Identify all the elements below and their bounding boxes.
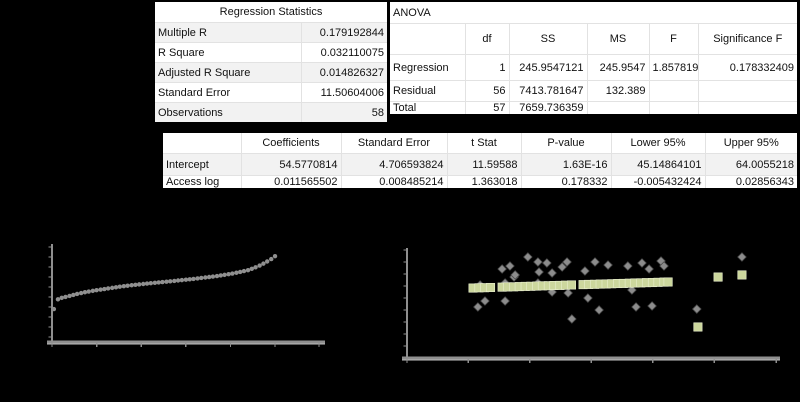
value-cell [587, 101, 650, 114]
row-label: Access log [163, 175, 242, 188]
table-row: Intercept 54.5770814 4.706593824 11.59588 1.… [163, 153, 797, 176]
column-header: Lower 95% [611, 133, 706, 154]
column-header: MS [587, 23, 650, 55]
table-row: Multiple R 0.179192844 [155, 22, 387, 43]
value-cell: 245.9547121 [509, 54, 588, 81]
anova-table: ANOVA df SS MS F Significance F Regression 1 245… [390, 2, 798, 115]
column-header: F [649, 23, 699, 55]
column-header: P-value [521, 133, 612, 154]
table-row: Regression 1 245.9547121 245.9547 1.857819 0.… [390, 54, 798, 81]
column-header: Significance F [698, 23, 798, 55]
value-cell: 1 [465, 54, 510, 81]
value-cell: 11.50604006 [301, 82, 387, 103]
value-cell: 0.008485214 [341, 175, 448, 188]
value-cell: 0.02856343 [735, 176, 794, 188]
column-header: Standard Error [341, 133, 448, 154]
table-header-row: Coefficients Standard Error t Stat P-value L… [163, 133, 797, 154]
value-cell [649, 101, 699, 114]
column-header: df [465, 23, 510, 55]
row-label: Observations [155, 102, 302, 122]
column-header [390, 23, 466, 55]
table-row: R Square 0.032110075 [155, 42, 387, 63]
value-cell: 58 [301, 102, 387, 122]
value-cell: 0.178332 [521, 175, 612, 188]
value-cell: 7659.736359 [509, 101, 588, 114]
table-row: Total 57 7659.736359 [390, 101, 797, 115]
table-title: ANOVA [390, 2, 798, 24]
value-cell: 45.14864101 [611, 153, 706, 176]
table-title-row: Regression Statistics [155, 2, 387, 23]
table-title-row: ANOVA [390, 2, 798, 24]
row-label: R Square [155, 42, 302, 63]
table-row: Residual 56 7413.781647 132.389 [390, 80, 798, 102]
series-series [51, 253, 278, 312]
row-label: Standard Error [155, 82, 302, 103]
value-cell: 0.178332409 [698, 54, 798, 81]
column-header: t Stat [447, 133, 522, 154]
line-fit-chart [402, 248, 780, 363]
axes [47, 244, 325, 347]
table-row: Adjusted R Square 0.014826327 [155, 62, 387, 83]
value-cell: 64.0055218 [705, 153, 797, 176]
row-label: Multiple R [155, 22, 302, 43]
normal-probability-chart [47, 244, 325, 347]
row-label: Adjusted R Square [155, 62, 302, 83]
row-label: Residual [390, 80, 466, 102]
value-cell: 0.014826327 [301, 62, 387, 83]
table-row: Observations 58 [155, 102, 387, 122]
series-predicted [468, 270, 747, 332]
value-cell: 57 [465, 101, 510, 114]
value-cell: 7413.781647 [509, 80, 588, 102]
value-cell: 0.011565502 [241, 175, 342, 188]
value-cell [698, 80, 798, 102]
value-cell: 54.5770814 [241, 153, 342, 176]
column-header: Coefficients [241, 133, 342, 154]
value-cell: 245.9547 [587, 54, 650, 81]
column-header: SS [509, 23, 588, 55]
row-label: Regression [390, 54, 466, 81]
value-cell: 11.59588 [447, 153, 522, 176]
value-cell: 0.179192844 [301, 22, 387, 43]
column-header [163, 133, 242, 154]
value-cell: 4.706593824 [341, 153, 448, 176]
value-cell [649, 80, 699, 102]
value-cell: 0.032110075 [301, 42, 387, 63]
value-cell: -0.005432424 [611, 175, 706, 188]
column-header: Upper 95% [705, 133, 797, 154]
row-label: Total [390, 101, 466, 114]
value-cell: 1.63E-16 [521, 153, 612, 176]
value-cell: 132.389 [587, 80, 650, 102]
table-row: Access log 0.011565502 0.008485214 1.363018… [163, 175, 797, 188]
value-cell [698, 102, 797, 115]
value-cell: 1.857819 [649, 54, 699, 81]
value-cell: 1.363018 [447, 175, 522, 188]
coefficients-table: Coefficients Standard Error t Stat P-value L… [163, 133, 797, 188]
value-cell: 56 [465, 80, 510, 102]
regression-statistics-table: Regression Statistics Multiple R 0.1791928… [155, 2, 387, 122]
row-label: Intercept [163, 153, 242, 176]
table-header-row: df SS MS F Significance F [390, 23, 798, 55]
axes [402, 248, 780, 363]
table-row: Standard Error 11.50604006 [155, 82, 387, 103]
table-title: Regression Statistics [155, 2, 387, 23]
